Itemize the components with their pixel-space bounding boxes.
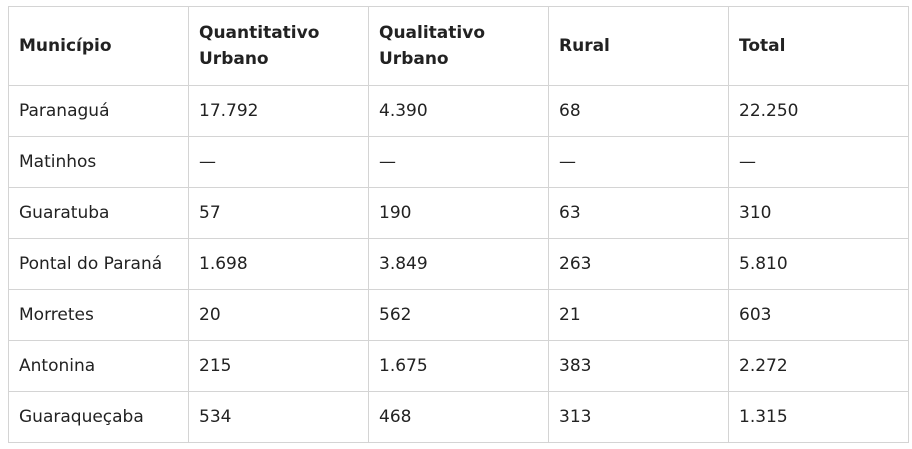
table-cell: 4.390 xyxy=(368,85,549,137)
table-cell: 57 xyxy=(188,187,369,239)
table-cell: 2.272 xyxy=(728,340,909,392)
header-row: Município Quantitativo Urbano Qualitativo … xyxy=(8,6,909,86)
table-body: Paranaguá 17.792 4.390 68 22.250 Matinhos — — — —… xyxy=(8,85,909,443)
table-cell: Antonina xyxy=(8,340,189,392)
table-cell: Guaratuba xyxy=(8,187,189,239)
table-cell: — xyxy=(728,136,909,188)
table-cell: 1.675 xyxy=(368,340,549,392)
table-cell: Morretes xyxy=(8,289,189,341)
table-cell: 313 xyxy=(548,391,729,443)
table-row: Pontal do Paraná 1.698 3.849 263 5.810 xyxy=(8,238,909,290)
header-cell: Total xyxy=(728,6,909,86)
table-cell: 17.792 xyxy=(188,85,369,137)
table-row: Guaraqueçaba 534 468 313 1.315 xyxy=(8,391,909,443)
table-cell: 63 xyxy=(548,187,729,239)
table-cell: 20 xyxy=(188,289,369,341)
table-row: Antonina 215 1.675 383 2.272 xyxy=(8,340,909,392)
header-cell: Rural xyxy=(548,6,729,86)
table-cell: 1.315 xyxy=(728,391,909,443)
table-cell: 1.698 xyxy=(188,238,369,290)
table-cell: 190 xyxy=(368,187,549,239)
table-header: Município Quantitativo Urbano Qualitativo … xyxy=(8,6,909,86)
table-cell: 3.849 xyxy=(368,238,549,290)
table-cell: 603 xyxy=(728,289,909,341)
table-cell: — xyxy=(188,136,369,188)
table-cell: 215 xyxy=(188,340,369,392)
table-cell: 310 xyxy=(728,187,909,239)
table-cell: 534 xyxy=(188,391,369,443)
table-cell: 468 xyxy=(368,391,549,443)
table-row: Morretes 20 562 21 603 xyxy=(8,289,909,341)
table-row: Guaratuba 57 190 63 310 xyxy=(8,187,909,239)
data-table: Município Quantitativo Urbano Qualitativo … xyxy=(8,6,909,443)
table-cell: 68 xyxy=(548,85,729,137)
table-cell: 263 xyxy=(548,238,729,290)
header-cell: Município xyxy=(8,6,189,86)
table-cell: — xyxy=(548,136,729,188)
header-cell: Quantitativo Urbano xyxy=(188,6,369,86)
header-cell: Qualitativo Urbano xyxy=(368,6,549,86)
table-cell: Guaraqueçaba xyxy=(8,391,189,443)
table-cell: — xyxy=(368,136,549,188)
table-cell: Pontal do Paraná xyxy=(8,238,189,290)
table-row: Paranaguá 17.792 4.390 68 22.250 xyxy=(8,85,909,137)
table-cell: Paranaguá xyxy=(8,85,189,137)
table-cell: 21 xyxy=(548,289,729,341)
table-cell: 562 xyxy=(368,289,549,341)
table-row: Matinhos — — — — xyxy=(8,136,909,188)
table-cell: 5.810 xyxy=(728,238,909,290)
table-cell: 383 xyxy=(548,340,729,392)
table-cell: Matinhos xyxy=(8,136,189,188)
table-cell: 22.250 xyxy=(728,85,909,137)
